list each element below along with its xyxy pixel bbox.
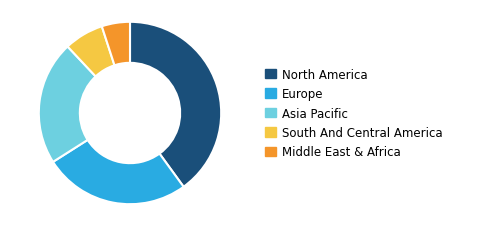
Wedge shape	[68, 27, 114, 77]
Legend: North America, Europe, Asia Pacific, South And Central America, Middle East & Af: North America, Europe, Asia Pacific, Sou…	[265, 68, 442, 159]
Wedge shape	[130, 23, 221, 187]
Wedge shape	[39, 47, 96, 162]
Wedge shape	[53, 140, 184, 204]
Wedge shape	[102, 23, 130, 66]
